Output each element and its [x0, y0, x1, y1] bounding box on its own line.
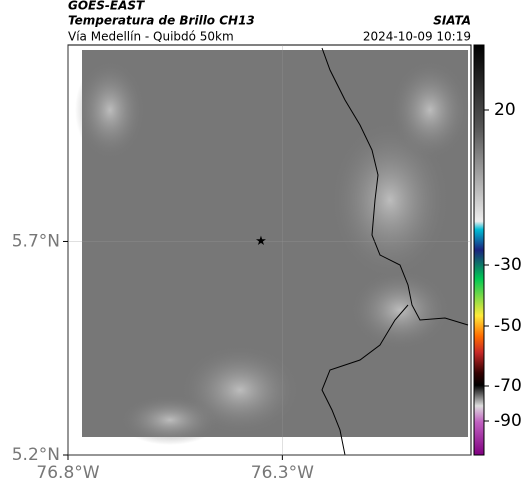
- colorbar-tick-label: -50: [494, 316, 522, 336]
- colorbar-tick-label: -90: [494, 411, 522, 431]
- location-marker: ★: [255, 234, 267, 249]
- colorbar: [473, 44, 485, 456]
- border: [321, 304, 409, 456]
- region: Vía Medellín - Quibdó 50km: [68, 30, 234, 44]
- axes: 76.8°W 76.3°W 5.7°N 5.2°N ★: [12, 45, 471, 483]
- datetime: 2024-10-09 10:19: [363, 30, 471, 44]
- subtitle: Temperatura de Brillo CH13: [68, 14, 255, 28]
- colorbar-tick-label: -70: [494, 376, 522, 396]
- colorbar-axis: 20 -30 -50 -70 -90: [484, 100, 522, 431]
- colorbar-tick-label: -30: [494, 255, 522, 275]
- imagery: [75, 50, 470, 445]
- x-tick-label: 76.3°W: [251, 463, 314, 483]
- y-tick-label: 5.2°N: [12, 445, 60, 465]
- y-tick-label: 5.7°N: [12, 231, 60, 251]
- colorbar-tick-label: 20: [494, 100, 516, 120]
- border: [321, 47, 469, 326]
- title: GOES-EAST: [68, 0, 145, 13]
- source: SIATA: [433, 14, 471, 28]
- x-tick-label: 76.8°W: [36, 463, 99, 483]
